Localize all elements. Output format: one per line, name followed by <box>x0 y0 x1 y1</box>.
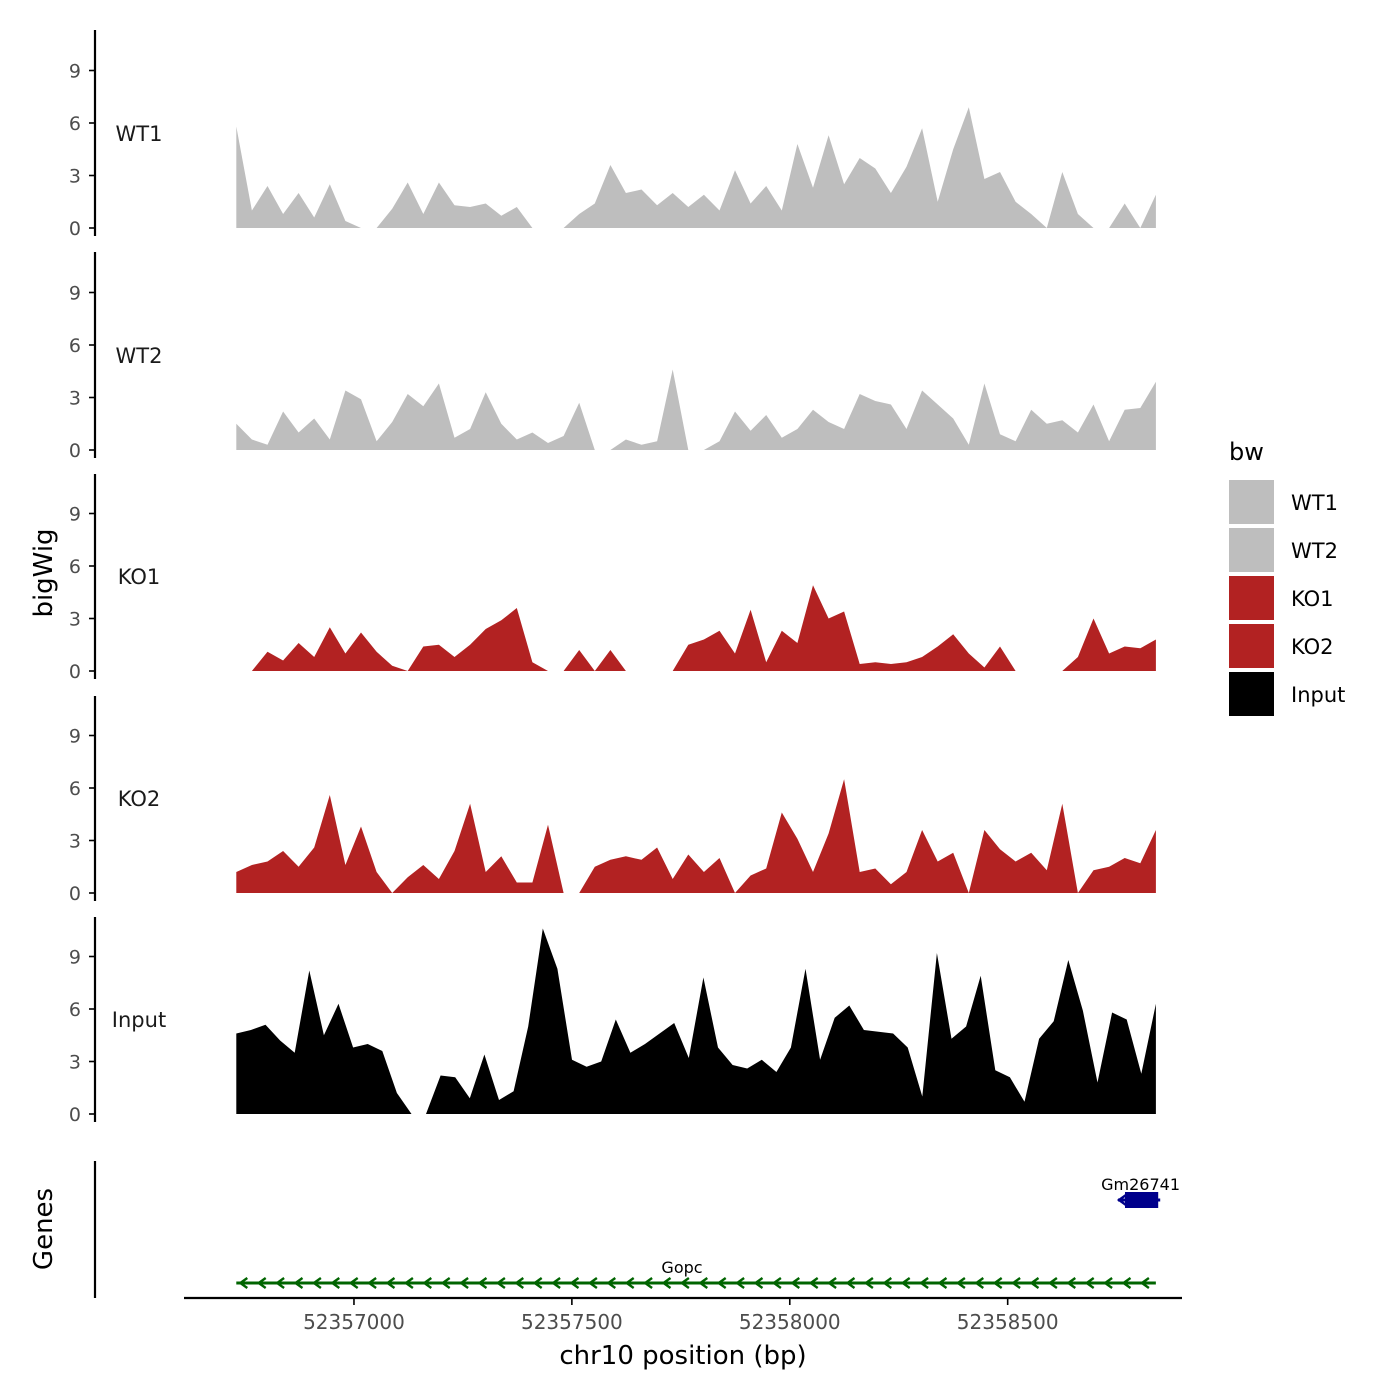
track-label-input: Input <box>112 1008 166 1032</box>
area-wt1 <box>236 107 1156 228</box>
x-tick-label: 52357000 <box>303 1310 405 1334</box>
x-ticks: 52357000 52357500 52358000 52358500 <box>303 1298 1059 1334</box>
track-label-wt1: WT1 <box>116 122 163 146</box>
legend-label: WT1 <box>1291 491 1338 515</box>
y-tick-label: 0 <box>69 661 81 683</box>
gene-gopc: Gopc <box>236 1258 1156 1289</box>
y-tick-label: 0 <box>69 883 81 905</box>
gene-gopc-label: Gopc <box>661 1258 702 1277</box>
track-wt2: 0 3 6 9 WT2 <box>69 252 1156 462</box>
legend-label: KO2 <box>1291 635 1334 659</box>
track-label-wt2: WT2 <box>116 344 163 368</box>
legend-title: bw <box>1229 438 1264 466</box>
x-axis: 52357000 52357500 52358000 52358500 chr10 p… <box>184 1296 1182 1371</box>
gene-gm26741-label: Gm26741 <box>1101 1175 1180 1194</box>
legend-label: Input <box>1291 683 1345 707</box>
area-ko2 <box>236 779 1156 893</box>
y-tick-label: 6 <box>69 335 81 357</box>
y-tick-label: 3 <box>69 388 81 410</box>
legend-label: KO1 <box>1291 587 1334 611</box>
gene-gm26741-exon <box>1124 1192 1159 1208</box>
y-tick-label: 6 <box>69 113 81 135</box>
y-tick-label: 9 <box>69 61 81 83</box>
y-tick-label: 3 <box>69 166 81 188</box>
legend-swatch <box>1229 624 1274 668</box>
gene-gm26741: Gm26741 <box>1101 1175 1180 1208</box>
legend-label: WT2 <box>1291 539 1338 563</box>
legend-swatch <box>1229 576 1274 620</box>
legend-swatch <box>1229 528 1274 572</box>
legend-entry-ko1: KO1 <box>1229 576 1334 620</box>
y-tick-label: 0 <box>69 1104 81 1126</box>
track-wt1: 0 3 6 9 WT1 <box>69 30 1156 240</box>
x-tick-label: 52358000 <box>739 1310 841 1334</box>
y-tick-label: 0 <box>69 440 81 462</box>
track-label-ko1: KO1 <box>118 565 161 589</box>
legend-entry-wt2: WT2 <box>1229 528 1338 572</box>
y-tick-label: 3 <box>69 609 81 631</box>
track-ko2: 0 3 6 9 KO2 <box>69 696 1156 905</box>
legend: bw WT1 WT2 KO1 KO2 Input <box>1229 438 1345 716</box>
x-axis-title: chr10 position (bp) <box>559 1341 806 1371</box>
area-input <box>236 928 1156 1114</box>
y-tick-label: 9 <box>69 283 81 305</box>
track-label-ko2: KO2 <box>118 787 161 811</box>
legend-entry-wt1: WT1 <box>1229 480 1338 524</box>
y-tick-label: 9 <box>69 726 81 748</box>
y-tick-label: 3 <box>69 1052 81 1074</box>
genes-panel: Gopc Gm26741 <box>93 1161 1180 1298</box>
y-tick-label: 9 <box>69 947 81 969</box>
y-axis-title: bigWig <box>29 528 59 617</box>
y-tick-label: 9 <box>69 504 81 526</box>
area-ko1 <box>236 585 1156 671</box>
legend-swatch <box>1229 480 1274 524</box>
track-input: 0 3 6 9 Input <box>69 917 1156 1126</box>
track-ko1: 0 3 6 9 KO1 <box>69 474 1156 683</box>
area-wt2 <box>236 369 1156 450</box>
legend-entry-ko2: KO2 <box>1229 624 1334 668</box>
gene-gm26741-strand-arrow <box>1116 1194 1127 1206</box>
y-tick-label: 3 <box>69 831 81 853</box>
x-tick-label: 52358500 <box>957 1310 1059 1334</box>
legend-entries: WT1 WT2 KO1 KO2 Input <box>1229 480 1345 716</box>
y-tick-label: 6 <box>69 556 81 578</box>
y-tick-label: 0 <box>69 218 81 240</box>
y-tick-label: 6 <box>69 999 81 1021</box>
tracks-layer: 0 3 6 9 WT1 0 3 6 9 WT2 0 3 6 9 KO1 0 3 6 9 KO2 0 3 6 9 Input <box>69 30 1156 1126</box>
gene-gopc-strand-arrows <box>238 1277 1150 1289</box>
legend-entry-input: Input <box>1229 672 1345 716</box>
legend-swatch <box>1229 672 1274 716</box>
genes-panel-title: Genes <box>29 1188 59 1270</box>
x-tick-label: 52357500 <box>521 1310 623 1334</box>
y-tick-label: 6 <box>69 778 81 800</box>
